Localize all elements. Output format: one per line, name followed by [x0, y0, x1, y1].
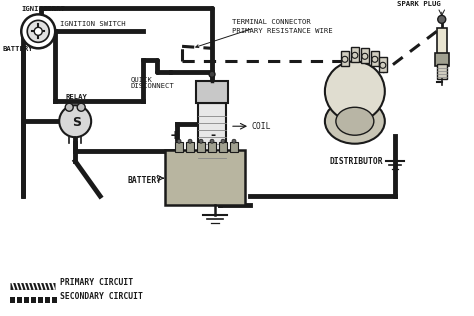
Bar [219, 142, 227, 152]
Bar [351, 47, 359, 62]
Text: QUICK
DISCONNECT: QUICK DISCONNECT [130, 76, 174, 89]
Bar [52, 297, 57, 303]
Circle shape [438, 15, 446, 23]
Circle shape [188, 139, 192, 143]
Text: COIL: COIL [252, 122, 272, 131]
Bar [379, 57, 387, 72]
Bar [196, 81, 228, 103]
Text: DISTRIBUTOR: DISTRIBUTOR [330, 157, 383, 166]
Bar [230, 142, 238, 152]
Circle shape [177, 139, 181, 143]
Text: +: + [170, 129, 181, 142]
Text: PRIMARY RESISTANCE WIRE: PRIMARY RESISTANCE WIRE [232, 28, 333, 34]
Circle shape [210, 139, 214, 143]
Bar [437, 64, 447, 79]
Bar [208, 142, 216, 152]
Text: S: S [72, 116, 81, 129]
Bar [186, 142, 194, 152]
Circle shape [21, 14, 55, 48]
Bar [17, 297, 22, 303]
Circle shape [232, 139, 236, 143]
Bar [45, 297, 50, 303]
Bar [435, 53, 449, 66]
Bar [10, 297, 15, 303]
Circle shape [209, 71, 215, 77]
Bar [38, 297, 43, 303]
Ellipse shape [336, 107, 374, 135]
Circle shape [34, 27, 42, 35]
Bar [371, 51, 379, 66]
Ellipse shape [325, 99, 385, 144]
Circle shape [221, 139, 225, 143]
Circle shape [65, 103, 73, 111]
Bar [341, 51, 349, 66]
Circle shape [77, 103, 85, 111]
Bar [24, 297, 29, 303]
Bar [361, 48, 369, 63]
Bar [175, 142, 183, 152]
Circle shape [27, 20, 49, 42]
Circle shape [199, 139, 203, 143]
Bar [198, 103, 226, 161]
Bar [165, 150, 245, 205]
Text: IGNITION: IGNITION [21, 6, 56, 12]
Bar [437, 28, 447, 56]
Text: PRIMARY CIRCUIT: PRIMARY CIRCUIT [60, 277, 133, 287]
Text: BATTERY: BATTERY [2, 46, 33, 52]
Text: BATTERY: BATTERY [127, 176, 161, 185]
Circle shape [325, 61, 385, 121]
Text: SECONDARY CIRCUIT: SECONDARY CIRCUIT [60, 292, 143, 301]
Bar [197, 142, 205, 152]
Text: RELAY: RELAY [65, 94, 87, 100]
Circle shape [59, 105, 91, 137]
Text: TERMINAL CONNECTOR: TERMINAL CONNECTOR [196, 19, 311, 48]
Bar [31, 297, 36, 303]
Text: START: START [43, 6, 65, 12]
Text: SPARK PLUG: SPARK PLUG [397, 1, 440, 7]
Text: IGNITION SWITCH: IGNITION SWITCH [60, 21, 126, 27]
Text: -: - [210, 129, 215, 142]
